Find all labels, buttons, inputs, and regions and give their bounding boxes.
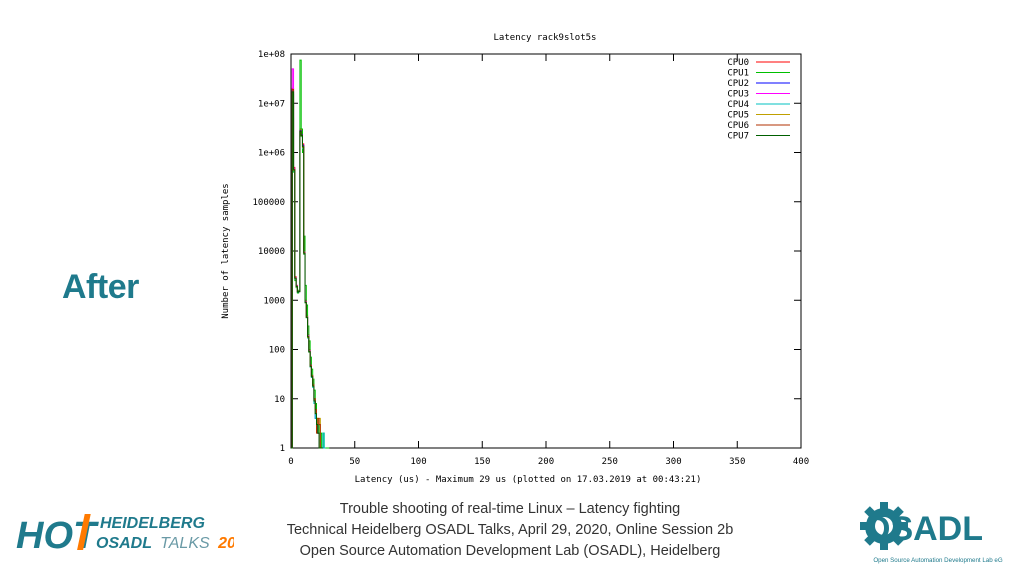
x-tick-label: 200 [538, 457, 554, 467]
series-line-cpu6 [291, 89, 323, 449]
series-line-cpu4 [291, 94, 326, 449]
x-tick-label: 350 [729, 457, 745, 467]
series-line-cpu3 [291, 68, 322, 449]
legend-label: CPU1 [727, 69, 749, 79]
y-tick-label: 1e+06 [258, 149, 285, 159]
y-tick-label: 1e+07 [258, 99, 285, 109]
hot-logo-line1: HEIDELBERG [100, 515, 205, 532]
x-axis-label: Latency (us) - Maximum 29 us (plotted on… [355, 475, 702, 485]
x-axis: 0 50 100 150 200 250 300 350 400 [288, 54, 809, 467]
legend-label: CPU0 [727, 58, 749, 68]
hot-talks-logo: HOT HEIDELBERG OSADL TALKS 2020 [16, 514, 234, 557]
series-line-cpu1 [291, 59, 330, 449]
series-line-cpu5 [291, 92, 323, 449]
y-axis: 1 10 100 1000 10000 100000 1e+06 1e+07 1e+08 [252, 50, 801, 454]
osadl-logo-tagline: Open Source Automation Development Lab e… [873, 557, 1003, 564]
x-tick-label: 150 [474, 457, 490, 467]
x-tick-label: 250 [602, 457, 618, 467]
footer: Trouble shooting of real-time Linux – La… [230, 499, 790, 562]
x-tick-label: 100 [410, 457, 426, 467]
x-tick-label: 300 [665, 457, 681, 467]
after-label: After [62, 268, 139, 306]
y-tick-label: 10 [274, 395, 285, 405]
x-tick-label: 400 [793, 457, 809, 467]
series-group [291, 59, 330, 449]
legend-label: CPU6 [727, 121, 749, 131]
legend-label: CPU2 [727, 79, 749, 89]
series-line-cpu7 [291, 91, 323, 449]
osadl-logo: OSADL Open Source Automation Development… [860, 502, 1003, 564]
footer-line-1: Trouble shooting of real-time Linux – La… [339, 501, 681, 517]
y-tick-label: 1e+08 [258, 50, 285, 60]
x-tick-label: 50 [349, 457, 360, 467]
x-tick-label: 0 [288, 457, 293, 467]
series-line-cpu2 [291, 90, 325, 449]
hot-logo-talks: TALKS [160, 535, 210, 552]
latency-chart: Latency rack9slot5s 11010010001000010000… [221, 33, 809, 485]
y-tick-label: 100000 [252, 198, 285, 208]
y-tick-label: 1 [280, 444, 285, 454]
chart-title: Latency rack9slot5s [494, 33, 597, 43]
y-tick-label: 100 [269, 346, 285, 356]
hot-logo-osadl: OSADL [96, 535, 152, 552]
y-axis-label: Number of latency samples [221, 183, 231, 318]
footer-line-2: Technical Heidelberg OSADL Talks, April … [286, 522, 734, 538]
y-tick-label: 1000 [263, 296, 285, 306]
footer-line-3: Open Source Automation Development Lab (… [299, 543, 721, 559]
y-tick-label: 10000 [258, 247, 285, 257]
hot-logo-year: 2020 [217, 535, 234, 552]
legend-label: CPU3 [727, 90, 749, 100]
legend-label: CPU4 [727, 100, 749, 110]
hot-logo-bar [77, 514, 91, 550]
series-line-cpu0 [291, 87, 323, 449]
hot-logo-line2: OSADL TALKS 2020 [96, 535, 234, 552]
plot-frame [290, 53, 802, 449]
legend-label: CPU5 [727, 111, 749, 121]
legend-label: CPU7 [727, 132, 749, 142]
osadl-logo-word: OSADL [864, 510, 983, 548]
